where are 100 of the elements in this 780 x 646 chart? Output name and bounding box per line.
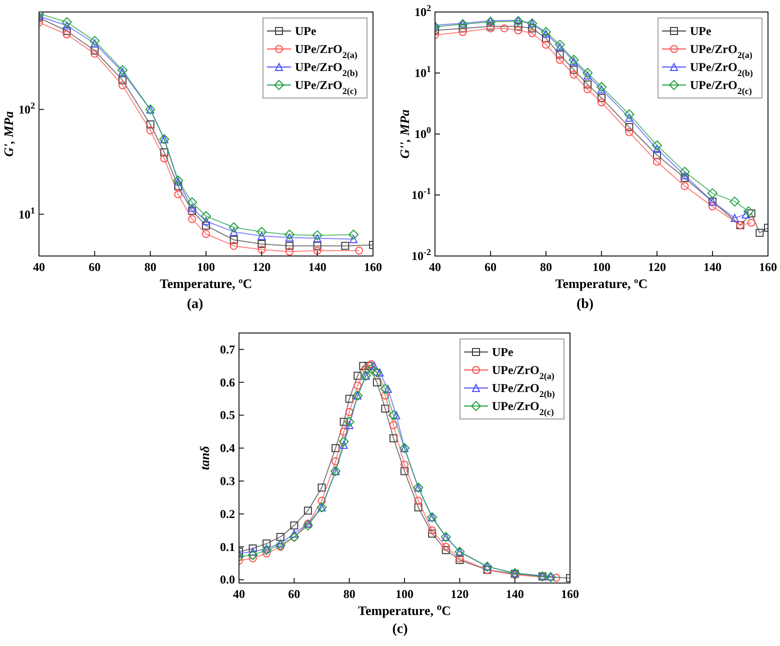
point bbox=[354, 382, 362, 390]
point bbox=[188, 215, 196, 224]
point bbox=[62, 30, 71, 38]
point bbox=[680, 171, 689, 180]
legend-label: UPe bbox=[492, 345, 514, 359]
y-tick-label: 0.6 bbox=[220, 375, 235, 390]
y-tick-label: 10$^{2}$ bbox=[414, 3, 432, 19]
point bbox=[230, 242, 238, 250]
point bbox=[708, 202, 716, 210]
point bbox=[458, 24, 467, 32]
point bbox=[653, 158, 661, 166]
point bbox=[442, 542, 450, 551]
point bbox=[146, 126, 154, 134]
point bbox=[680, 174, 689, 182]
point bbox=[345, 421, 354, 430]
point bbox=[345, 408, 354, 416]
text: (b) bbox=[576, 297, 594, 312]
point bbox=[302, 520, 313, 530]
point bbox=[742, 210, 750, 218]
point bbox=[286, 248, 294, 256]
point bbox=[414, 496, 422, 505]
point bbox=[389, 434, 398, 442]
point bbox=[359, 362, 368, 370]
point bbox=[345, 394, 354, 403]
point bbox=[312, 230, 322, 240]
point bbox=[514, 22, 522, 30]
point bbox=[584, 72, 592, 80]
y-tick-label: 10$^{1}$ bbox=[18, 205, 36, 222]
point bbox=[258, 232, 266, 240]
point bbox=[332, 444, 340, 452]
point bbox=[275, 540, 286, 550]
point bbox=[258, 246, 266, 254]
point bbox=[392, 411, 400, 420]
point bbox=[248, 550, 258, 560]
point bbox=[286, 234, 294, 242]
point bbox=[256, 226, 267, 237]
x-tick-label: 40 bbox=[429, 260, 441, 274]
point bbox=[428, 530, 436, 538]
point bbox=[747, 209, 756, 218]
point bbox=[442, 546, 450, 554]
x-tick-label: 80 bbox=[540, 260, 552, 274]
point bbox=[556, 42, 564, 51]
point bbox=[188, 206, 196, 215]
legend-label: UPe/ZrO$_{2(a)}$ bbox=[295, 42, 358, 60]
y-tick-label: 10$^{-2}$ bbox=[412, 247, 432, 263]
x-tick-label: 140 bbox=[704, 260, 722, 274]
x-tick-label: 60 bbox=[88, 260, 101, 274]
point bbox=[248, 544, 257, 552]
point bbox=[201, 211, 211, 222]
point bbox=[372, 378, 381, 386]
x-tick-label: 40 bbox=[33, 260, 45, 274]
point bbox=[355, 246, 364, 255]
point bbox=[625, 123, 634, 132]
point bbox=[542, 34, 550, 42]
point bbox=[756, 228, 764, 237]
point bbox=[652, 140, 662, 150]
point bbox=[376, 368, 384, 376]
y-tick-label: 0.2 bbox=[220, 506, 235, 521]
point bbox=[389, 421, 398, 430]
point bbox=[381, 392, 390, 400]
x-tick-label: 100 bbox=[592, 260, 610, 274]
point bbox=[348, 230, 359, 240]
point bbox=[338, 436, 349, 447]
point bbox=[262, 545, 272, 556]
x-axis-title: Temperature, $^{o}$C bbox=[358, 602, 451, 618]
point bbox=[598, 94, 606, 102]
point bbox=[318, 484, 326, 492]
point bbox=[584, 85, 592, 94]
point bbox=[304, 506, 312, 515]
point bbox=[262, 544, 271, 552]
point bbox=[653, 151, 661, 160]
point bbox=[262, 549, 271, 558]
y-tick-label: 0.1 bbox=[220, 540, 235, 554]
point bbox=[90, 46, 99, 54]
point bbox=[556, 56, 564, 64]
point bbox=[528, 29, 536, 38]
point bbox=[400, 467, 408, 476]
point bbox=[290, 530, 298, 538]
point bbox=[381, 404, 390, 413]
x-tick-label: 160 bbox=[759, 260, 777, 274]
point bbox=[118, 68, 126, 76]
point bbox=[174, 182, 182, 190]
point bbox=[350, 235, 358, 244]
point bbox=[598, 85, 606, 94]
y-tick-label: 10$^{0}$ bbox=[414, 125, 432, 141]
point bbox=[90, 39, 99, 48]
point bbox=[624, 109, 634, 120]
point bbox=[332, 457, 340, 466]
point bbox=[160, 154, 168, 163]
point bbox=[90, 50, 99, 58]
legend-label: UPe/ZrO$_{2(a)}$ bbox=[492, 363, 554, 381]
point bbox=[680, 166, 690, 177]
x-tick-label: 40 bbox=[233, 587, 245, 601]
point bbox=[340, 440, 348, 449]
point bbox=[230, 228, 238, 236]
point bbox=[188, 204, 196, 212]
point bbox=[542, 30, 550, 38]
point bbox=[570, 57, 578, 66]
y-tick-label: 10$^{-1}$ bbox=[412, 186, 432, 202]
x-tick-label: 80 bbox=[144, 260, 156, 274]
